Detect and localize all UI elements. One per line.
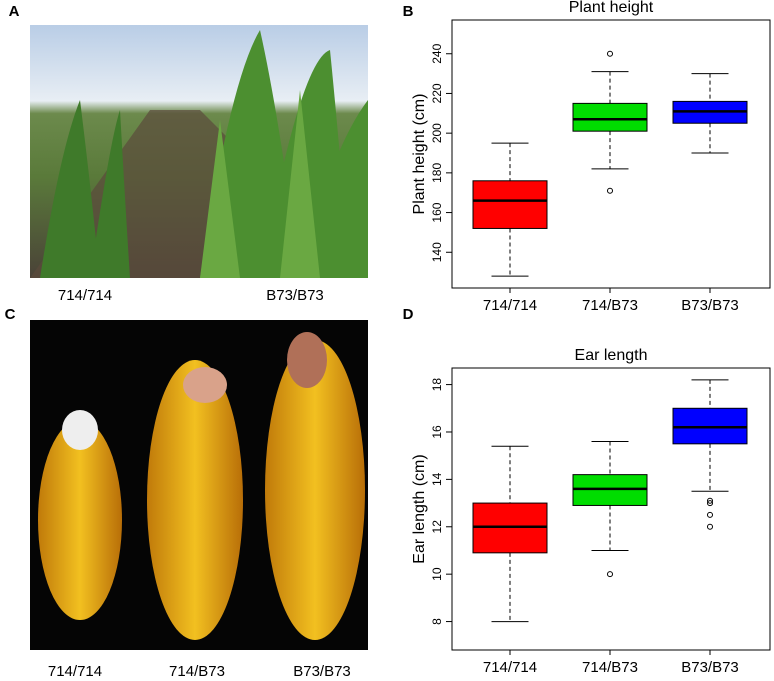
outlier xyxy=(707,497,713,504)
y-tick-label: 220 xyxy=(430,83,444,103)
y-tick-label: 200 xyxy=(430,123,444,143)
outlier xyxy=(707,523,713,530)
y-tick-label: 14 xyxy=(430,472,444,486)
x-tick-label: 714/714 xyxy=(483,297,537,314)
x-tick-label: 714/714 xyxy=(483,659,537,676)
box xyxy=(572,102,648,132)
x-tick-label: B73/B73 xyxy=(681,297,739,314)
panel-label: D xyxy=(403,306,414,323)
panel-label: A xyxy=(9,3,20,20)
x-tick-label: 714/B73 xyxy=(582,659,638,676)
outlier xyxy=(707,511,713,518)
photo-caption: 714/714 xyxy=(48,663,102,680)
panel-label: B xyxy=(403,3,414,20)
y-tick-label: 8 xyxy=(430,618,444,625)
plot-frame xyxy=(451,19,771,289)
outlier xyxy=(607,50,613,57)
y-tick-label: 16 xyxy=(430,425,444,439)
photo-caption: 714/B73 xyxy=(169,663,225,680)
x-tick-label: B73/B73 xyxy=(681,659,739,676)
plot-frame xyxy=(451,367,771,651)
outlier xyxy=(607,187,613,194)
y-tick-label: 12 xyxy=(430,520,444,534)
box xyxy=(472,180,548,229)
outlier xyxy=(707,500,713,507)
photo-caption: B73/B73 xyxy=(266,287,324,304)
y-axis-label: Ear length (cm) xyxy=(411,454,428,563)
photo-caption: B73/B73 xyxy=(293,663,351,680)
x-tick-label: 714/B73 xyxy=(582,297,638,314)
chart-title: Plant height xyxy=(569,0,654,16)
y-tick-label: 240 xyxy=(430,43,444,63)
photo-caption: 714/714 xyxy=(58,287,112,304)
y-axis-label: Plant height (cm) xyxy=(411,94,428,215)
y-tick-label: 160 xyxy=(430,202,444,222)
outlier xyxy=(607,571,613,578)
y-tick-label: 10 xyxy=(430,567,444,581)
y-tick-label: 18 xyxy=(430,378,444,392)
y-tick-label: 180 xyxy=(430,163,444,183)
panel-label: C xyxy=(5,306,16,323)
field-photo xyxy=(30,25,368,278)
y-tick-label: 140 xyxy=(430,242,444,262)
ear-photo xyxy=(30,320,368,650)
chart-title: Ear length xyxy=(575,347,648,364)
